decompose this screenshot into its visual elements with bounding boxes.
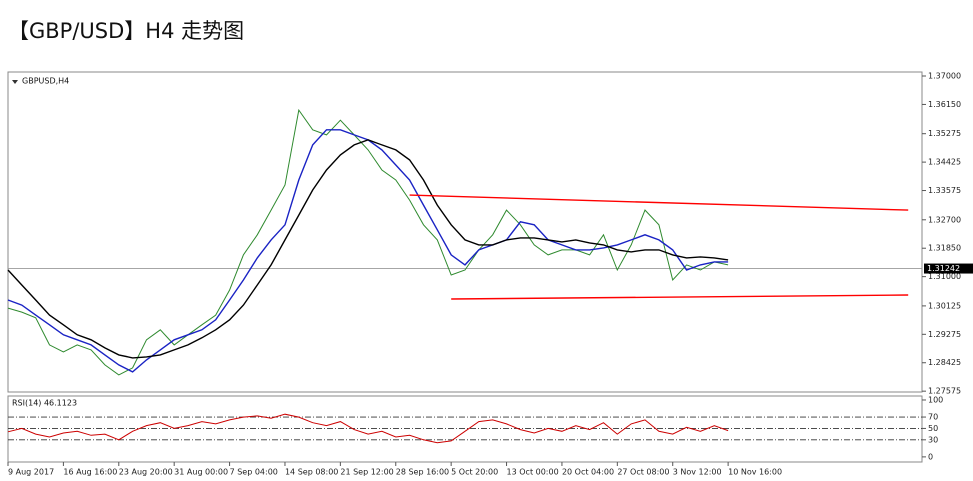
y-tick-label: 30 [928,435,938,444]
y-tick-label: 1.27575 [928,387,961,396]
trend-line [451,294,909,300]
x-tick-label: 23 Aug 20:00 [119,468,173,477]
price-panel [7,71,923,393]
y-tick-label: 1.36150 [928,100,961,109]
series-line [7,108,729,376]
x-tick-label: 5 Oct 20:00 [451,468,498,477]
x-tick-label: 27 Oct 08:00 [617,468,669,477]
x-tick-label: 20 Oct 04:00 [562,468,614,477]
y-tick-label: 1.29275 [928,330,961,339]
y-tick-label: 1.37000 [928,72,961,81]
y-tick-label: 0 [928,452,933,461]
y-tick-label: 100 [928,395,943,404]
y-tick-label: 1.31000 [928,272,961,281]
symbol-label: GBPUSD,H4 [22,77,69,86]
y-tick-label: 1.34425 [928,158,961,167]
x-tick-label: 13 Oct 00:00 [507,468,559,477]
y-tick-label: 1.33575 [928,186,961,195]
series-line [7,139,729,359]
series-line [7,413,729,444]
y-tick-label: 1.30125 [928,301,961,310]
y-tick-label: 1.28425 [928,358,961,367]
x-tick-label: 7 Sep 04:00 [230,468,278,477]
y-tick-label: 1.35275 [928,129,961,138]
x-tick-label: 16 Aug 16:00 [63,468,117,477]
y-tick-label: 1.31850 [928,244,961,253]
rsi-label: RSI(14) 46.1123 [12,399,77,408]
current-price-box [924,263,973,274]
y-tick-label: 1.32700 [928,215,961,224]
y-tick-label: 50 [928,424,938,433]
x-tick-label: 21 Sep 12:00 [340,468,393,477]
menu-arrow [12,80,18,84]
trend-line [409,194,909,211]
x-tick-label: 10 Nov 16:00 [728,468,782,477]
rsi-panel [7,395,923,463]
x-tick-label: 31 Aug 00:00 [174,468,228,477]
y-tick-label: 70 [928,413,938,422]
x-tick-label: 28 Sep 16:00 [396,468,449,477]
chart-title: 【GBP/USD】H4 走势图 [8,19,244,43]
current-price-label: 1.31242 [927,264,960,273]
x-tick-label: 14 Sep 08:00 [285,468,338,477]
x-tick-label: 3 Nov 12:00 [673,468,722,477]
x-tick-label: 9 Aug 2017 [8,468,54,477]
